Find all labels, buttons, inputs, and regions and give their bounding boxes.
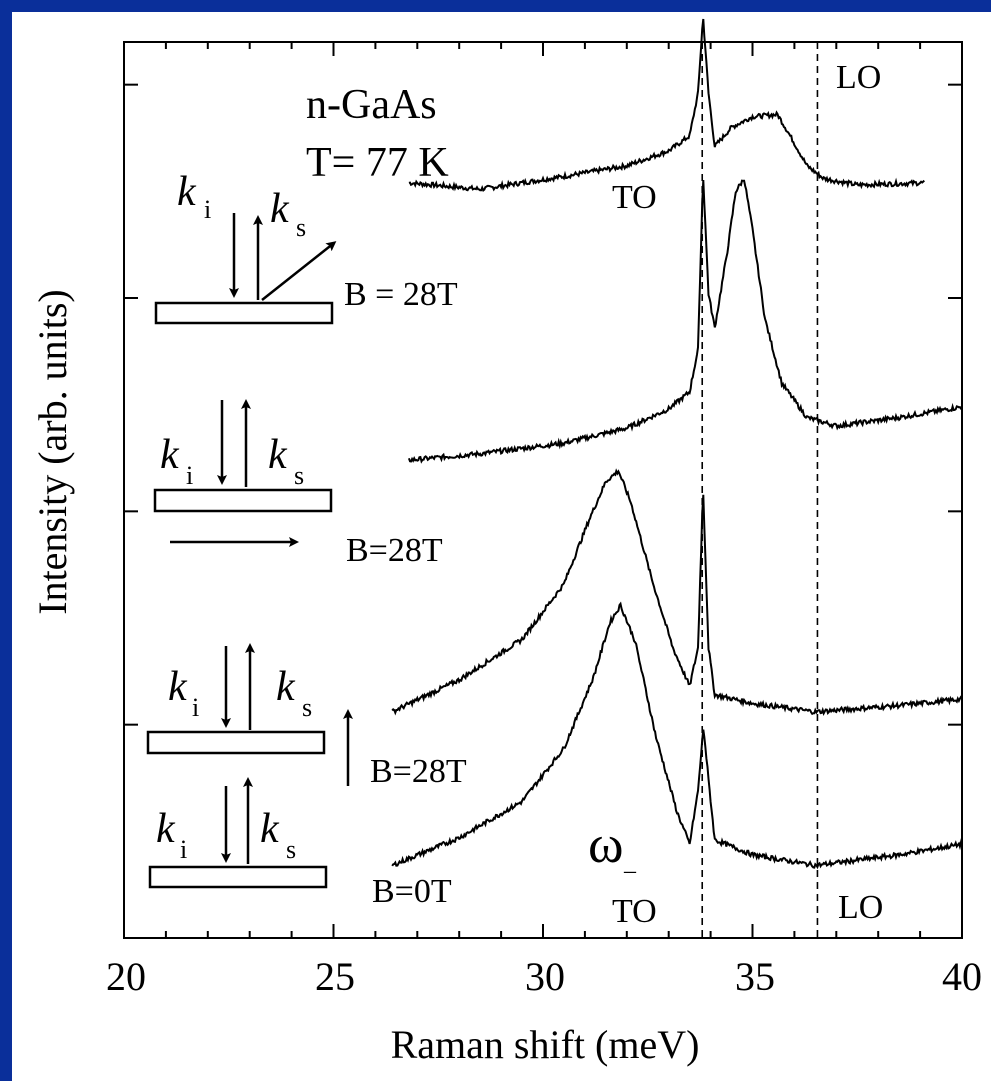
y-axis-label: Intensity (arb. units) — [30, 289, 75, 615]
x-tick-label: 20 — [106, 954, 146, 999]
sample-slab-1 — [154, 301, 334, 325]
ki-label-3: k — [168, 664, 188, 710]
spectrum-line-3 — [391, 468, 963, 717]
field-label-2: B=28T — [346, 532, 443, 569]
scattering-geometry-insets — [146, 213, 353, 889]
x-tick-label: 35 — [735, 954, 775, 999]
y-tick-marks — [124, 83, 962, 939]
ki-label-1: k — [177, 169, 197, 215]
sample-label: n-GaAs — [306, 82, 437, 128]
ks-label-1: k — [270, 186, 290, 232]
x-axis-label: Raman shift (meV) — [391, 1022, 700, 1067]
sample-slab-4 — [148, 865, 328, 889]
field-label-4: B=0T — [372, 873, 452, 910]
spectrum-line-1 — [408, 18, 925, 193]
omega-minus-subscript: – — [623, 858, 637, 884]
ks-subscript-1: s — [296, 213, 306, 242]
omega-minus-label: ω — [588, 814, 624, 874]
figure-panel — [12, 12, 991, 1081]
lo-label-top: LO — [836, 59, 881, 96]
spectrum-line-4 — [391, 601, 963, 870]
lo-label-bottom: LO — [838, 889, 883, 926]
to-label-bottom: TO — [612, 893, 657, 930]
x-tick-label: 40 — [942, 954, 982, 999]
ks-subscript-2: s — [294, 461, 304, 490]
to-label-top: TO — [612, 179, 657, 216]
x-tick-label: 25 — [315, 954, 355, 999]
x-tick-marks — [123, 42, 963, 938]
spectra-group — [391, 18, 963, 870]
field-label-3: B=28T — [370, 753, 467, 790]
ki-subscript-3: i — [192, 693, 199, 722]
reference-lines — [701, 42, 819, 938]
ks-label-4: k — [260, 806, 280, 852]
spectrum-line-2 — [407, 179, 963, 464]
field-label-1: B = 28T — [344, 276, 458, 313]
ks-label-3: k — [276, 664, 296, 710]
ki-label-2: k — [160, 432, 180, 478]
ki-subscript-4: i — [180, 835, 187, 864]
temperature-label: T= 77 K — [306, 140, 449, 186]
ks-subscript-4: s — [286, 835, 296, 864]
ki-subscript-2: i — [186, 461, 193, 490]
ks-label-2: k — [268, 432, 288, 478]
ks-subscript-3: s — [302, 693, 312, 722]
sample-slab-2 — [153, 488, 333, 513]
ks-tilted-arrow-1 — [261, 241, 337, 301]
x-tick-label: 30 — [525, 954, 565, 999]
ki-subscript-1: i — [204, 195, 211, 224]
sample-slab-3 — [146, 730, 326, 755]
ki-label-4: k — [156, 806, 176, 852]
